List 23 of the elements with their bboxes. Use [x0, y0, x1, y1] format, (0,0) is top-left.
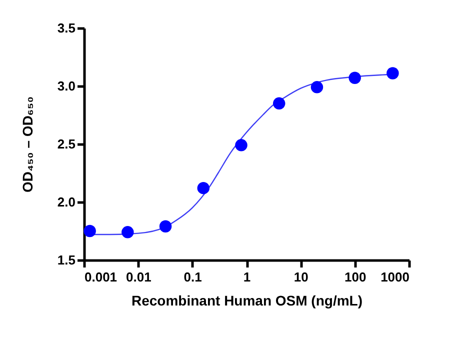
point	[122, 226, 134, 238]
y-tick-label: 1.5	[57, 252, 76, 268]
point	[310, 81, 324, 94]
y-tick-label: 3.5	[57, 20, 76, 36]
x-tick-label: 0.001	[84, 270, 118, 284]
point	[235, 139, 248, 152]
point	[272, 97, 286, 110]
point	[159, 220, 172, 232]
point	[197, 182, 210, 194]
x-tick-label: 10	[294, 270, 308, 284]
y-tick-label: 3.0	[57, 78, 76, 94]
x-tick-label: 0.1	[184, 270, 202, 284]
point	[386, 67, 399, 80]
point	[348, 72, 361, 84]
x-axis-title: Recombinant Human OSM (ng/mL)	[132, 292, 362, 308]
x-tick-label: 0.01	[126, 270, 152, 284]
y-tick-label: 2.0	[57, 194, 76, 210]
x-tick-label: 1	[243, 270, 251, 284]
y-axis-title: OD₄₅₀ – OD₆₅₀	[19, 96, 36, 193]
x-tick-label: 1000	[380, 270, 410, 284]
y-tick-label: 2.5	[57, 136, 76, 152]
point	[84, 224, 96, 238]
x-tick-label: 100	[344, 270, 366, 284]
